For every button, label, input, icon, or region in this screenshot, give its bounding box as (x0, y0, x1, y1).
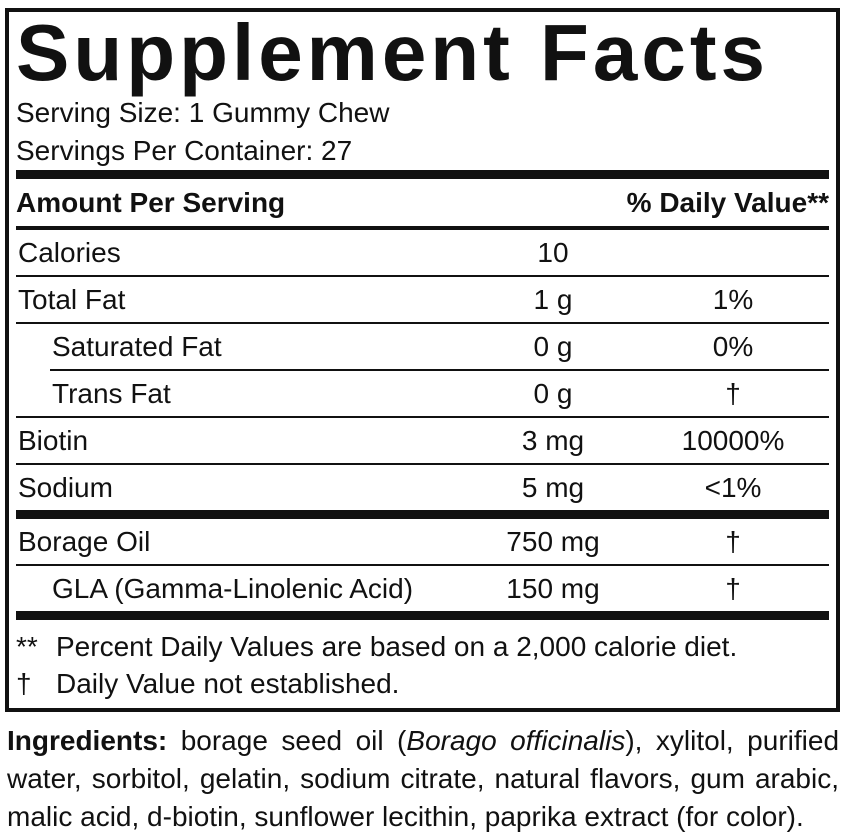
nutrient-daily-value: † (725, 572, 741, 604)
footnote-marker-dagger: † (16, 668, 32, 699)
nutrient-name: Trans Fat (52, 377, 171, 409)
servings-per-container: Servings Per Container: 27 (16, 135, 353, 166)
nutrient-amount: 0 g (533, 377, 573, 409)
ingredients-text-post: ), xylitol, purified water, sorbitol, ge… (7, 725, 840, 832)
nutrient-daily-value: 0% (712, 330, 754, 362)
row-divider (16, 275, 829, 277)
footnote-text: Daily Value not established. (56, 668, 400, 699)
footnote-marker-asterisks: ** (16, 631, 38, 662)
nutrient-name: Biotin (18, 424, 89, 456)
supplement-facts-panel: Supplement Facts Serving Size: 1 Gummy C… (5, 8, 840, 712)
nutrient-amount: 150 mg (506, 572, 600, 604)
column-header-row: Amount Per Serving % Daily Value** (16, 179, 829, 226)
nutrient-amount: 10 (537, 236, 569, 268)
nutrient-name: Saturated Fat (52, 330, 222, 362)
ingredients-text-pre: borage seed oil ( (167, 725, 407, 756)
nutrient-row: GLA (Gamma-Linolenic Acid) 150 mg † (16, 566, 829, 611)
row-divider (16, 322, 829, 324)
nutrient-amount: 3 mg (521, 424, 585, 456)
nutrient-name: Borage Oil (18, 525, 151, 557)
nutrient-amount: 750 mg (506, 525, 600, 557)
nutrient-daily-value: † (725, 525, 741, 557)
panel-title: Supplement Facts (16, 8, 770, 97)
nutrient-row: Borage Oil 750 mg † (16, 519, 829, 564)
ingredients-paragraph: Ingredients: borage seed oil (Borago off… (7, 722, 839, 832)
row-divider (16, 463, 829, 465)
row-divider (16, 564, 829, 566)
footnote-daily-value: ** Percent Daily Values are based on a 2… (16, 628, 829, 665)
serving-size: Serving Size: 1 Gummy Chew (16, 97, 390, 128)
daily-value-header: % Daily Value** (626, 186, 829, 218)
amount-per-serving-header: Amount Per Serving (16, 186, 286, 218)
nutrient-name: Sodium (18, 471, 113, 503)
footnote-separator-bar (16, 611, 829, 620)
nutrient-rows: Calories 10 Total Fat 1 g 1% Saturated Fat 0 g… (16, 230, 829, 611)
row-divider (16, 416, 829, 418)
row-divider (50, 369, 829, 371)
nutrient-name: Total Fat (18, 283, 126, 315)
nutrient-name: GLA (Gamma-Linolenic Acid) (52, 572, 414, 604)
nutrient-daily-value: † (725, 377, 741, 409)
ingredients-label: Ingredients: (7, 725, 168, 756)
footnotes: ** Percent Daily Values are based on a 2… (16, 620, 829, 702)
header-separator-bar (16, 170, 829, 179)
column-header-underline (16, 226, 829, 230)
footnote-dagger: † Daily Value not established. (16, 665, 829, 702)
nutrient-name: Calories (18, 236, 121, 268)
footnote-text: Percent Daily Values are based on a 2,00… (56, 631, 738, 662)
nutrient-row: Trans Fat 0 g † (16, 371, 829, 416)
nutrient-row: Sodium 5 mg <1% (16, 465, 829, 510)
nutrient-amount: 1 g (533, 283, 573, 315)
nutrient-row: Calories 10 (16, 230, 829, 275)
nutrient-amount: 5 mg (521, 471, 585, 503)
nutrient-row: Biotin 3 mg 10000% (16, 418, 829, 463)
nutrient-daily-value: 1% (712, 283, 754, 315)
nutrient-daily-value: 10000% (681, 424, 785, 456)
nutrient-daily-value: <1% (704, 471, 762, 503)
nutrient-amount: 0 g (533, 330, 573, 362)
section-divider (16, 510, 829, 519)
nutrient-row: Saturated Fat 0 g 0% (16, 324, 829, 369)
ingredients-species-italic: Borago officinalis (406, 725, 626, 756)
nutrient-row: Total Fat 1 g 1% (16, 277, 829, 322)
